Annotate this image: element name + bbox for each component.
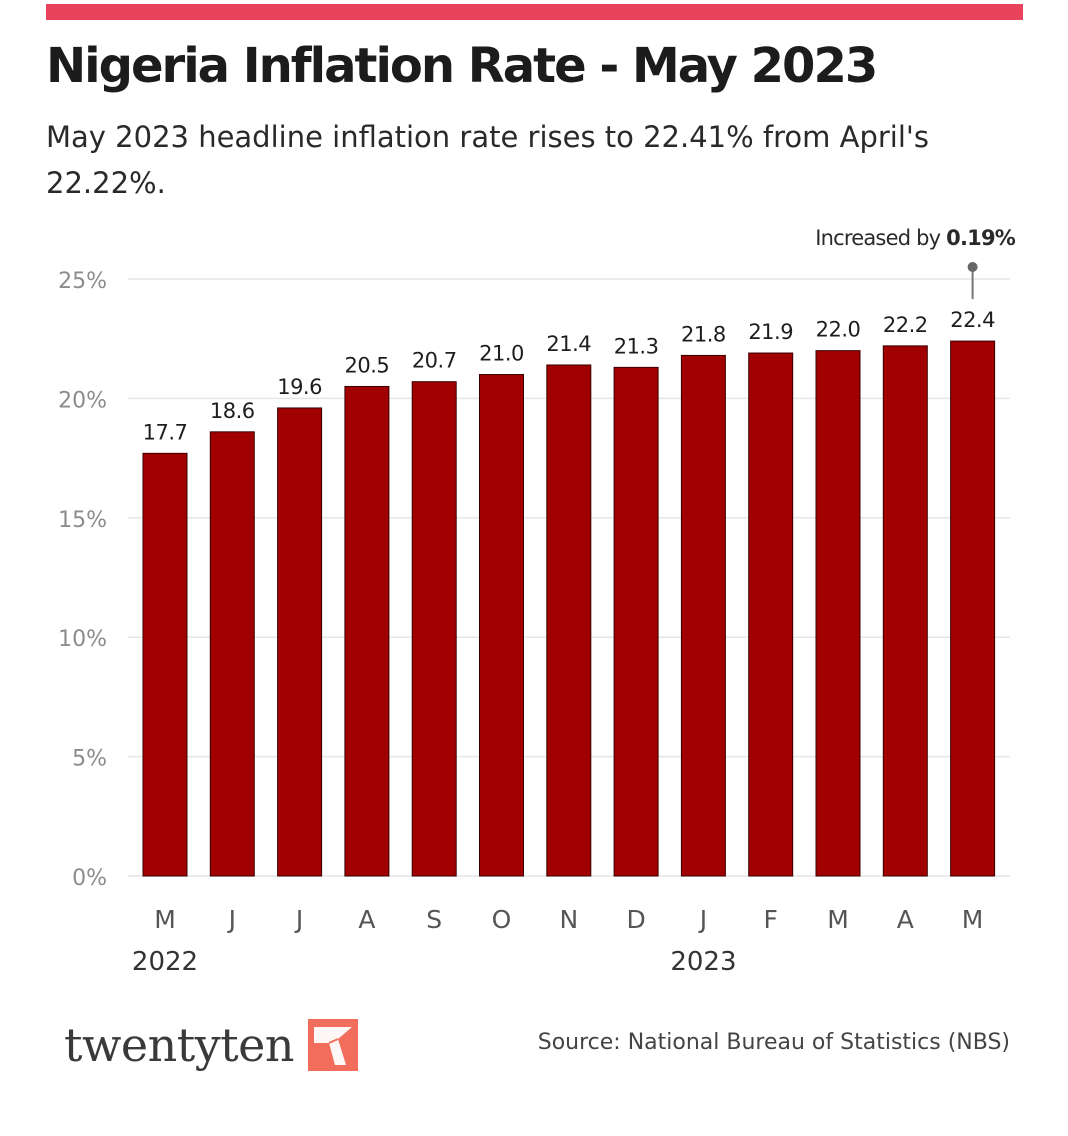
x-tick-label: D — [626, 905, 645, 934]
x-tick-label: M — [962, 905, 984, 934]
twentyten-logo: twentyten — [64, 1018, 359, 1072]
y-tick-label: 20% — [58, 388, 107, 413]
bar-value-label: 21.8 — [681, 322, 726, 346]
y-tick-label: 15% — [58, 508, 107, 533]
x-tick-label: A — [358, 905, 375, 934]
source-text: National Bureau of Statistics (NBS) — [627, 1030, 1010, 1055]
x-tick-label: M — [827, 905, 849, 934]
logo-text: twentyten — [64, 1018, 295, 1072]
y-tick-label: 10% — [58, 627, 107, 652]
y-tick-label: 25% — [58, 269, 107, 294]
year-label: 2023 — [670, 947, 736, 977]
x-tick-label: J — [698, 905, 707, 934]
year-label: 2022 — [132, 947, 198, 977]
bar — [209, 431, 255, 877]
x-tick-label: M — [154, 905, 176, 934]
bar-value-label: 20.7 — [412, 349, 457, 373]
x-tick-label: S — [426, 905, 442, 934]
chart-title: Nigeria Inflation Rate - May 2023 — [46, 38, 878, 94]
bar-value-label: 21.3 — [614, 334, 659, 358]
paper-plane-icon — [308, 1019, 359, 1071]
bar — [142, 452, 188, 877]
bar-value-label: 22.4 — [950, 308, 995, 332]
y-tick-label: 5% — [72, 747, 107, 772]
chart-subtitle: May 2023 headline inflation rate rises t… — [46, 120, 929, 200]
bar-value-label: 21.4 — [546, 332, 591, 356]
bar-value-label: 18.6 — [210, 399, 255, 423]
bar-value-label: 20.5 — [345, 353, 390, 377]
bar-value-label: 19.6 — [277, 375, 322, 399]
annotation-value: 0.19% — [946, 226, 1016, 250]
annotation-text: Increased by 0.19% — [815, 226, 1016, 250]
bar-value-label: 21.0 — [479, 342, 524, 366]
bar — [546, 364, 592, 877]
bar — [479, 374, 524, 877]
annotation-dot — [967, 262, 978, 272]
source-label: Source: — [537, 1030, 621, 1055]
x-tick-label: A — [897, 905, 914, 934]
x-tick-label: F — [764, 905, 778, 934]
bar — [411, 381, 457, 877]
bar — [344, 385, 390, 877]
source-note: Source: National Bureau of Statistics (NB… — [538, 1030, 1010, 1055]
bar-value-label: 17.7 — [143, 420, 188, 444]
bar-value-label: 21.9 — [748, 320, 793, 344]
bar — [748, 352, 794, 877]
y-tick-label: 0% — [72, 866, 107, 891]
annotation-prefix: Increased by — [815, 226, 946, 250]
bar-chart: 0% 5% 10% 15% 20% 25% 17.7 M 18.6 J 19.6 J 20.5 A 20.7… — [58, 226, 1016, 977]
bar-value-label: 22.2 — [883, 313, 928, 337]
bar-value-label: 22.0 — [816, 318, 861, 342]
bar — [613, 366, 659, 877]
bar — [882, 345, 928, 877]
bar — [680, 354, 726, 877]
x-tick-label: J — [294, 905, 303, 934]
x-tick-label: J — [227, 905, 236, 934]
bar — [277, 407, 323, 877]
x-tick-label: N — [559, 905, 578, 934]
x-tick-label: O — [492, 905, 512, 934]
bar — [815, 350, 861, 877]
top-accent-bar — [46, 4, 1023, 20]
bar — [950, 340, 996, 877]
